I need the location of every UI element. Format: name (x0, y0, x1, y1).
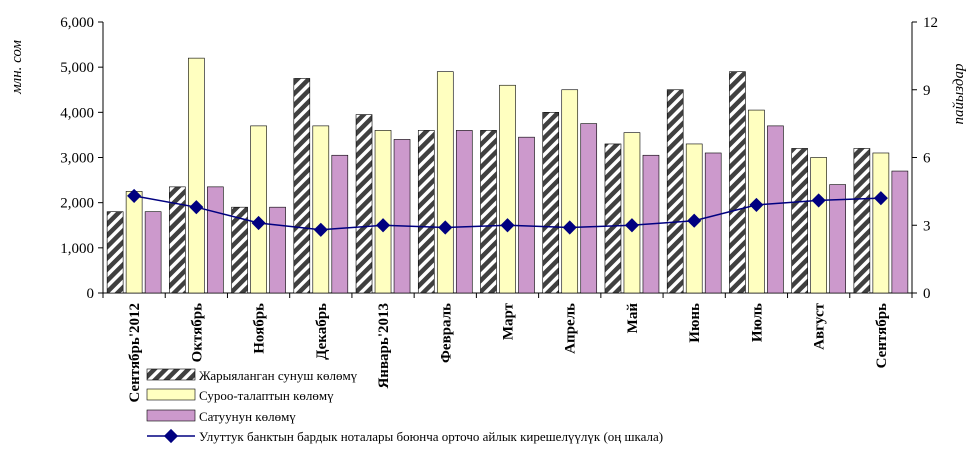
yield-point (251, 215, 266, 231)
legend: Жарыяланган сунуш көлөмү Суроо-талаптын к… (146, 368, 663, 444)
category-label: Ноябрь (252, 303, 268, 354)
bar-offer (417, 130, 435, 294)
legend-label-demand: Суроо-талаптын көлөмү (199, 388, 334, 403)
yield-point (313, 222, 328, 237)
right-tick-label: 12 (923, 15, 938, 31)
bar-demand (125, 191, 143, 294)
right-tick-label: 6 (923, 151, 931, 167)
bar-sales (207, 186, 224, 294)
yield-point (624, 218, 640, 233)
bar-sales (580, 123, 598, 294)
bar-sales (518, 136, 535, 294)
bar-offer (729, 71, 746, 294)
yield-point (873, 191, 888, 206)
legend-label-yield: Улуттук банктын бардык ноталары боюнча о… (199, 429, 663, 444)
bar-demand (188, 57, 205, 294)
bar-demand (872, 152, 890, 294)
category-label: Май (625, 303, 641, 334)
category-label: Февраль (438, 303, 454, 363)
bar-sales (829, 184, 846, 294)
right-axis-title: пайыздар (951, 63, 967, 124)
bar-sales (891, 170, 909, 294)
bar-sales (393, 139, 411, 294)
yield-point (562, 220, 577, 235)
bar-sales (331, 154, 349, 294)
plot-area: 0 1,000 2,000 3,000 4,000 5,000 6,000 0 3 6 9 12 млн… (9, 15, 967, 403)
bar-demand (810, 157, 827, 294)
category-label: Октябрь (189, 303, 205, 362)
bar-demand (561, 89, 579, 294)
bar-offer (231, 206, 248, 294)
right-tick-label: 3 (923, 218, 931, 234)
left-tick-label: 1,000 (60, 241, 94, 257)
category-label: Сентябрь (874, 303, 890, 368)
legend-swatch-sales (146, 409, 196, 422)
bar-offer (480, 130, 497, 294)
left-axis-title: млн. сом (9, 40, 25, 95)
category-label: Июль (749, 303, 765, 342)
right-tick-label: 9 (923, 83, 931, 99)
category-label: Март (501, 302, 517, 340)
bar-sales (704, 152, 722, 294)
left-tick-label: 3,000 (60, 151, 94, 167)
bar-demand (623, 132, 641, 294)
yield-point (687, 213, 702, 228)
category-label: Сентябрь'2012 (127, 303, 143, 403)
yield-point (500, 218, 515, 233)
bar-offer (604, 143, 622, 294)
yield-point (749, 197, 764, 212)
bar-sales (455, 130, 473, 294)
bar-offer (666, 89, 684, 294)
category-label: Апрель (563, 303, 579, 354)
bar-offer (853, 148, 871, 294)
bar-demand (499, 84, 516, 294)
bar-offer (542, 112, 560, 294)
yield-point (811, 193, 826, 208)
category-label: Декабрь (314, 303, 330, 360)
right-tick-label: 0 (923, 286, 931, 302)
yield-point (375, 218, 391, 233)
legend-label-sales: Сатуунун көлөмү (199, 409, 296, 424)
legend-label-offer: Жарыяланган сунуш көлөмү (199, 368, 358, 383)
bar-demand (312, 125, 330, 294)
left-tick-label: 6,000 (60, 15, 94, 31)
bar-demand (374, 130, 392, 294)
bar-offer (293, 78, 311, 294)
bar-offer (791, 148, 808, 294)
bar-offer (106, 211, 124, 294)
left-tick-label: 2,000 (60, 196, 94, 212)
legend-swatch-offer (146, 368, 196, 381)
left-tick-label: 4,000 (60, 105, 94, 121)
left-tick-label: 5,000 (60, 60, 94, 76)
bar-offer (355, 114, 373, 294)
legend-swatch-demand (146, 388, 196, 401)
bar-sales (767, 125, 784, 294)
category-label: Январь'2013 (376, 303, 392, 389)
bar-offer (169, 186, 186, 294)
category-label: Август (812, 302, 828, 349)
yield-point (189, 200, 204, 215)
yield-point (438, 220, 453, 235)
left-tick-label: 0 (87, 286, 95, 302)
bar-sales (144, 211, 162, 294)
bar-sales (269, 206, 286, 294)
legend-swatch-yield-marker (163, 428, 179, 444)
bar-demand (250, 125, 267, 294)
yield-point (127, 188, 142, 203)
bar-demand (436, 71, 454, 294)
category-label: Июнь (687, 303, 703, 343)
